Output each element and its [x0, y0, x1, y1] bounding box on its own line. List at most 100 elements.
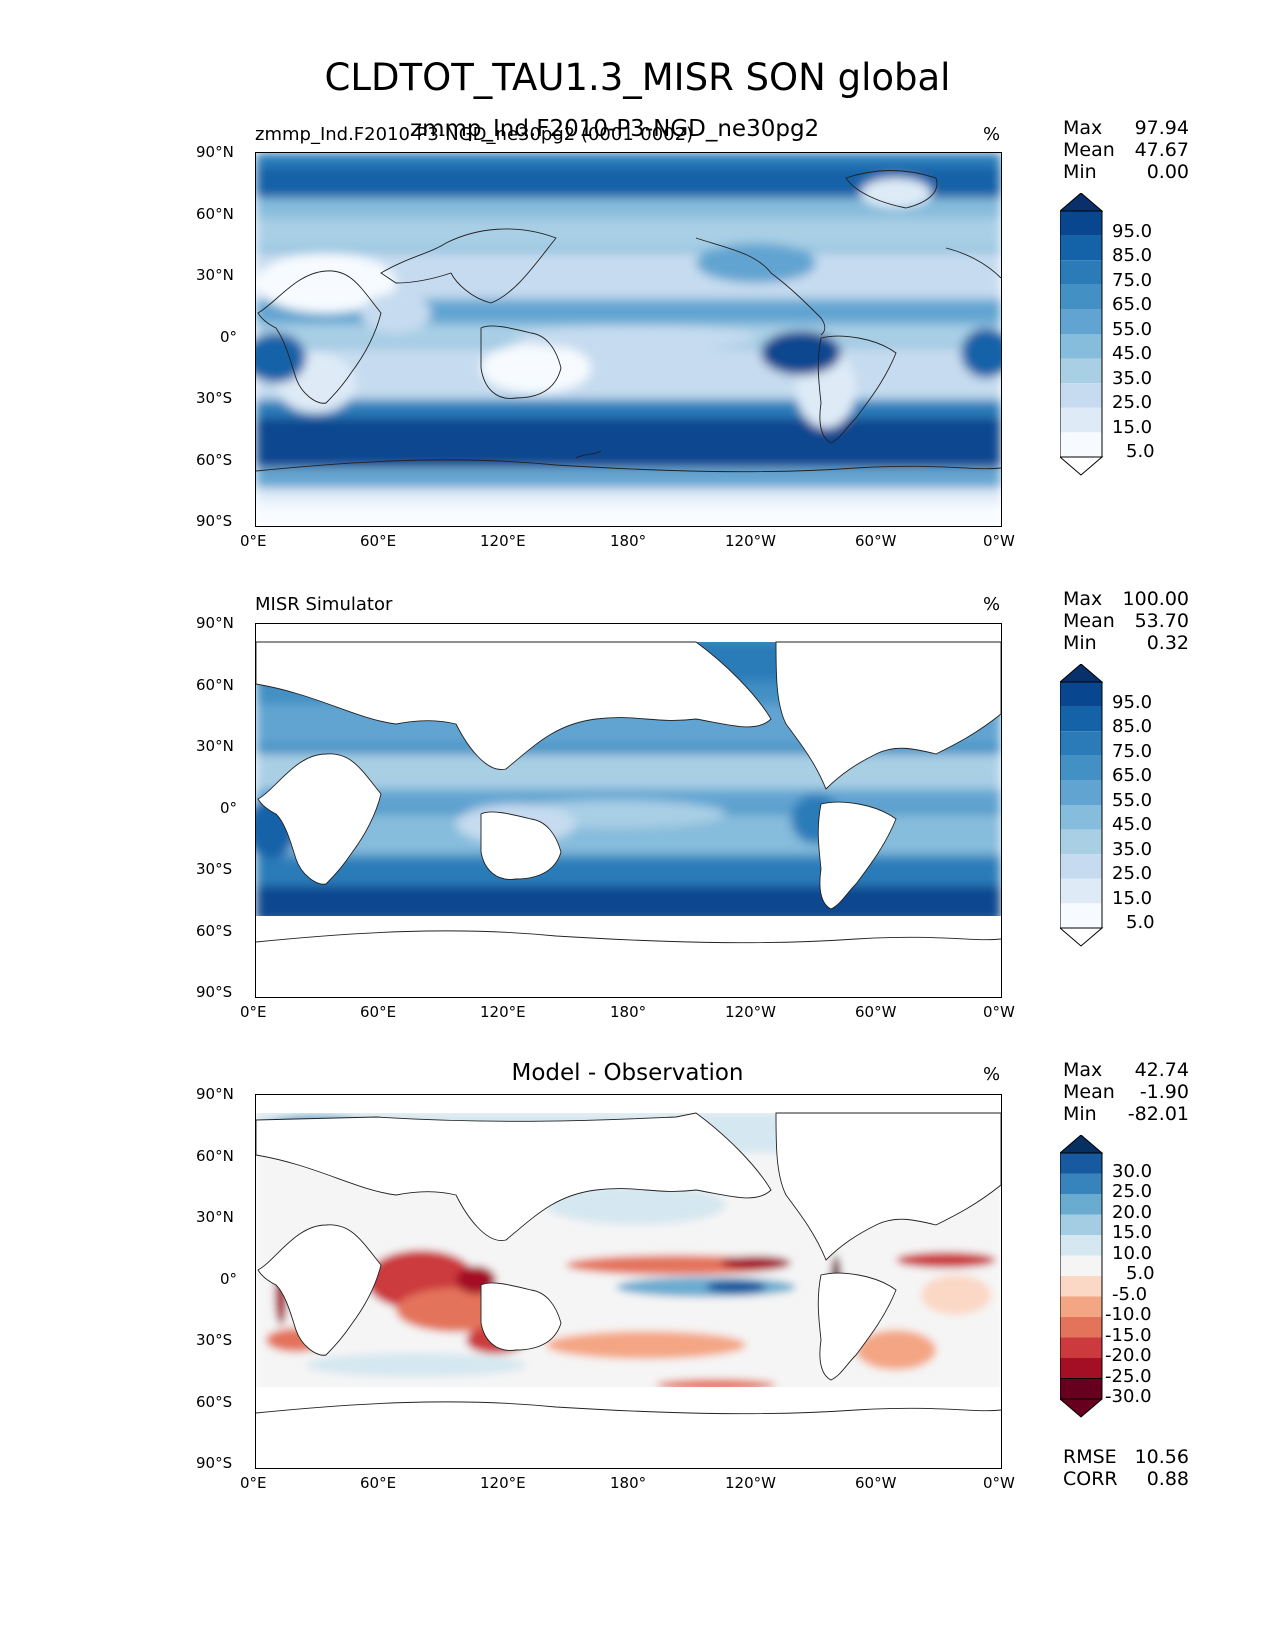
lon-tick: 180° — [610, 1474, 647, 1492]
lon-tick: 60°W — [855, 1003, 897, 1021]
lat-tick: 60°N — [196, 205, 234, 223]
lat-tick: 60°N — [196, 1147, 234, 1165]
lat-tick: 0° — [220, 328, 238, 346]
figure-subtitle: zmmp_Ind.F2010-P3-NGD_ne30pg2 — [410, 116, 820, 142]
lat-tick: 60°S — [196, 922, 233, 940]
colorbar-tick: 35.0 — [1112, 368, 1153, 389]
lon-tick: 0°E — [240, 532, 267, 550]
colorbar-tick: 65.0 — [1112, 765, 1153, 786]
map-panel-obs — [255, 623, 1002, 998]
metric-value: 0.88 — [1146, 1468, 1189, 1490]
lon-tick: 0°E — [240, 1003, 267, 1021]
map-diff-svg — [256, 1112, 1001, 1415]
colorbar-tick: -20.0 — [1105, 1345, 1152, 1366]
stat-label: Mean — [1063, 139, 1115, 161]
stat-value: 47.67 — [1134, 139, 1189, 161]
colorbar-tick: -5.0 — [1112, 1284, 1148, 1305]
lat-tick: 30°N — [196, 1208, 234, 1226]
stat-label: Min — [1063, 632, 1097, 654]
colorbar-tick: -15.0 — [1105, 1325, 1152, 1346]
colorbar-diff — [1060, 1135, 1104, 1418]
colorbar-tick: 20.0 — [1112, 1202, 1153, 1223]
colorbar-tick: -10.0 — [1105, 1304, 1152, 1325]
stat-value: 100.00 — [1122, 588, 1189, 610]
lat-tick: 30°S — [196, 389, 233, 407]
lon-tick: 60°W — [855, 1474, 897, 1492]
panel-diff-units: % — [983, 1064, 1001, 1085]
lon-tick: 0°E — [240, 1474, 267, 1492]
colorbar-tick: 75.0 — [1112, 741, 1153, 762]
stats-diff: Max 42.74 Mean -1.90 Min -82.01 — [1063, 1059, 1189, 1125]
colorbar-tick: 95.0 — [1112, 692, 1153, 713]
lat-tick: 90°N — [196, 143, 234, 161]
colorbar-tick: 15.0 — [1112, 888, 1153, 909]
lat-tick: 60°S — [196, 1393, 233, 1411]
panel-model-units: % — [983, 124, 1001, 145]
colorbar-tick: 45.0 — [1112, 343, 1153, 364]
map-panel-model — [255, 152, 1002, 527]
stat-label: Mean — [1063, 1081, 1115, 1103]
lon-tick: 0°W — [983, 1474, 1015, 1492]
colorbar-tick: 95.0 — [1112, 221, 1153, 242]
lon-tick: 120°E — [480, 1474, 526, 1492]
colorbar-tick: 35.0 — [1112, 839, 1153, 860]
lon-tick: 60°E — [360, 1474, 397, 1492]
metrics-diff: RMSE 10.56 CORR 0.88 — [1063, 1446, 1189, 1490]
lat-tick: 30°S — [196, 1331, 233, 1349]
colorbar-model — [1060, 193, 1104, 476]
lon-tick: 0°W — [983, 532, 1015, 550]
panel-obs-label: MISR Simulator — [255, 594, 393, 615]
lon-tick: 180° — [610, 1003, 647, 1021]
lat-tick: 60°N — [196, 676, 234, 694]
stat-label: Min — [1063, 161, 1097, 183]
colorbar-obs — [1060, 664, 1104, 947]
colorbar-tick: 65.0 — [1112, 294, 1153, 315]
colorbar-tick: 25.0 — [1112, 863, 1153, 884]
stat-label: Max — [1063, 117, 1103, 139]
lat-tick: 0° — [220, 799, 238, 817]
stat-label: Max — [1063, 1059, 1103, 1081]
colorbar-tick: 15.0 — [1112, 1222, 1153, 1243]
colorbar-tick: 5.0 — [1126, 912, 1155, 933]
panel-diff-title: Model - Observation — [511, 1060, 744, 1086]
lon-tick: 120°W — [725, 1474, 776, 1492]
figure-title: CLDTOT_TAU1.3_MISR SON global — [324, 56, 951, 99]
lon-tick: 60°W — [855, 532, 897, 550]
colorbar-tick: 75.0 — [1112, 270, 1153, 291]
lat-tick: 30°N — [196, 737, 234, 755]
lon-tick: 120°E — [480, 532, 526, 550]
colorbar-tick: 55.0 — [1112, 319, 1153, 340]
colorbar-tick: 25.0 — [1112, 1181, 1153, 1202]
lat-tick: 0° — [220, 1270, 238, 1288]
map-model-svg — [256, 153, 1001, 526]
lat-tick: 90°N — [196, 614, 234, 632]
colorbar-tick: 45.0 — [1112, 814, 1153, 835]
map-obs-svg — [256, 641, 1001, 944]
lon-tick: 120°W — [725, 1003, 776, 1021]
lon-tick: 120°W — [725, 532, 776, 550]
stat-value: 97.94 — [1134, 117, 1189, 139]
lat-tick: 60°S — [196, 451, 233, 469]
stat-value: 0.00 — [1146, 161, 1189, 183]
lon-tick: 120°E — [480, 1003, 526, 1021]
lat-tick: 90°N — [196, 1085, 234, 1103]
lon-tick: 60°E — [360, 1003, 397, 1021]
stat-value: 42.74 — [1134, 1059, 1189, 1081]
metric-value: 10.56 — [1134, 1446, 1189, 1468]
lon-tick: 60°E — [360, 532, 397, 550]
lon-tick: 0°W — [983, 1003, 1015, 1021]
colorbar-tick: -30.0 — [1105, 1386, 1152, 1407]
lat-tick: 90°S — [196, 983, 233, 1001]
colorbar-tick: 15.0 — [1112, 417, 1153, 438]
stat-value: 53.70 — [1134, 610, 1189, 632]
colorbar-tick: 25.0 — [1112, 392, 1153, 413]
stats-model: Max 97.94 Mean 47.67 Min 0.00 — [1063, 117, 1189, 183]
colorbar-tick: 55.0 — [1112, 790, 1153, 811]
stat-label: Min — [1063, 1103, 1097, 1125]
colorbar-tick: 5.0 — [1126, 441, 1155, 462]
metric-label: CORR — [1063, 1468, 1118, 1490]
stat-label: Max — [1063, 588, 1103, 610]
panel-model-label: zmmp_Ind.F2010-P3-NGD_ne30pg2 (0001-0002… — [255, 124, 694, 145]
colorbar-tick: 10.0 — [1112, 1243, 1153, 1264]
stat-value: 0.32 — [1146, 632, 1189, 654]
